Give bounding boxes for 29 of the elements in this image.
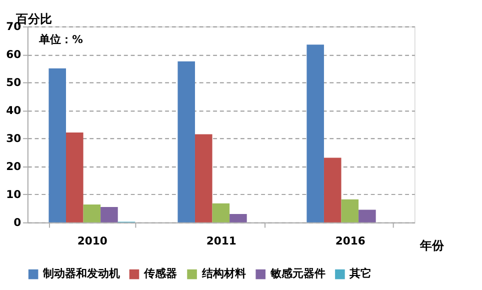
x-tick-label: 2016 — [335, 234, 366, 248]
x-tick-label: 2011 — [206, 234, 236, 248]
legend-label: 制动器和发动机 — [42, 267, 120, 280]
bar — [194, 134, 212, 222]
y-tick-label: 60 — [6, 48, 22, 61]
x-axis-title: 年份 — [418, 238, 445, 252]
legend-label: 其它 — [348, 267, 372, 280]
bar — [306, 44, 324, 222]
bar — [212, 203, 230, 222]
y-tick-label: 0 — [14, 216, 22, 229]
y-tick-label: 10 — [6, 188, 22, 201]
bar — [83, 204, 101, 222]
bar — [230, 214, 247, 222]
bar — [66, 132, 84, 222]
legend-label: 结构材料 — [200, 267, 246, 280]
y-tick-label: 40 — [6, 104, 22, 117]
y-tick-label: 30 — [6, 132, 22, 145]
bar — [358, 210, 376, 222]
x-tick-label: 2010 — [77, 234, 108, 248]
bar — [48, 68, 66, 222]
bar — [178, 61, 195, 222]
bar — [100, 206, 118, 222]
legend-label: 传感器 — [143, 267, 178, 280]
y-tick-label: 50 — [6, 76, 22, 89]
annotation: 单位：% — [38, 33, 84, 46]
legend-label: 敏感元器件 — [269, 267, 326, 280]
bar — [324, 158, 342, 222]
bar — [341, 199, 359, 222]
y-tick-label: 20 — [6, 160, 22, 173]
